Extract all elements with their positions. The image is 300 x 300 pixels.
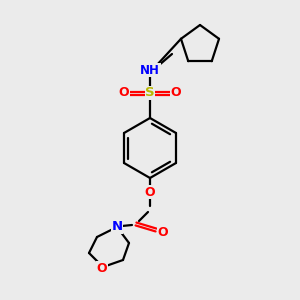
Text: NH: NH bbox=[140, 64, 160, 76]
Text: O: O bbox=[119, 86, 129, 100]
Text: N: N bbox=[111, 220, 123, 233]
Text: O: O bbox=[145, 185, 155, 199]
Text: O: O bbox=[97, 262, 107, 275]
Text: S: S bbox=[145, 86, 155, 100]
Text: O: O bbox=[171, 86, 181, 100]
Text: O: O bbox=[158, 226, 168, 239]
